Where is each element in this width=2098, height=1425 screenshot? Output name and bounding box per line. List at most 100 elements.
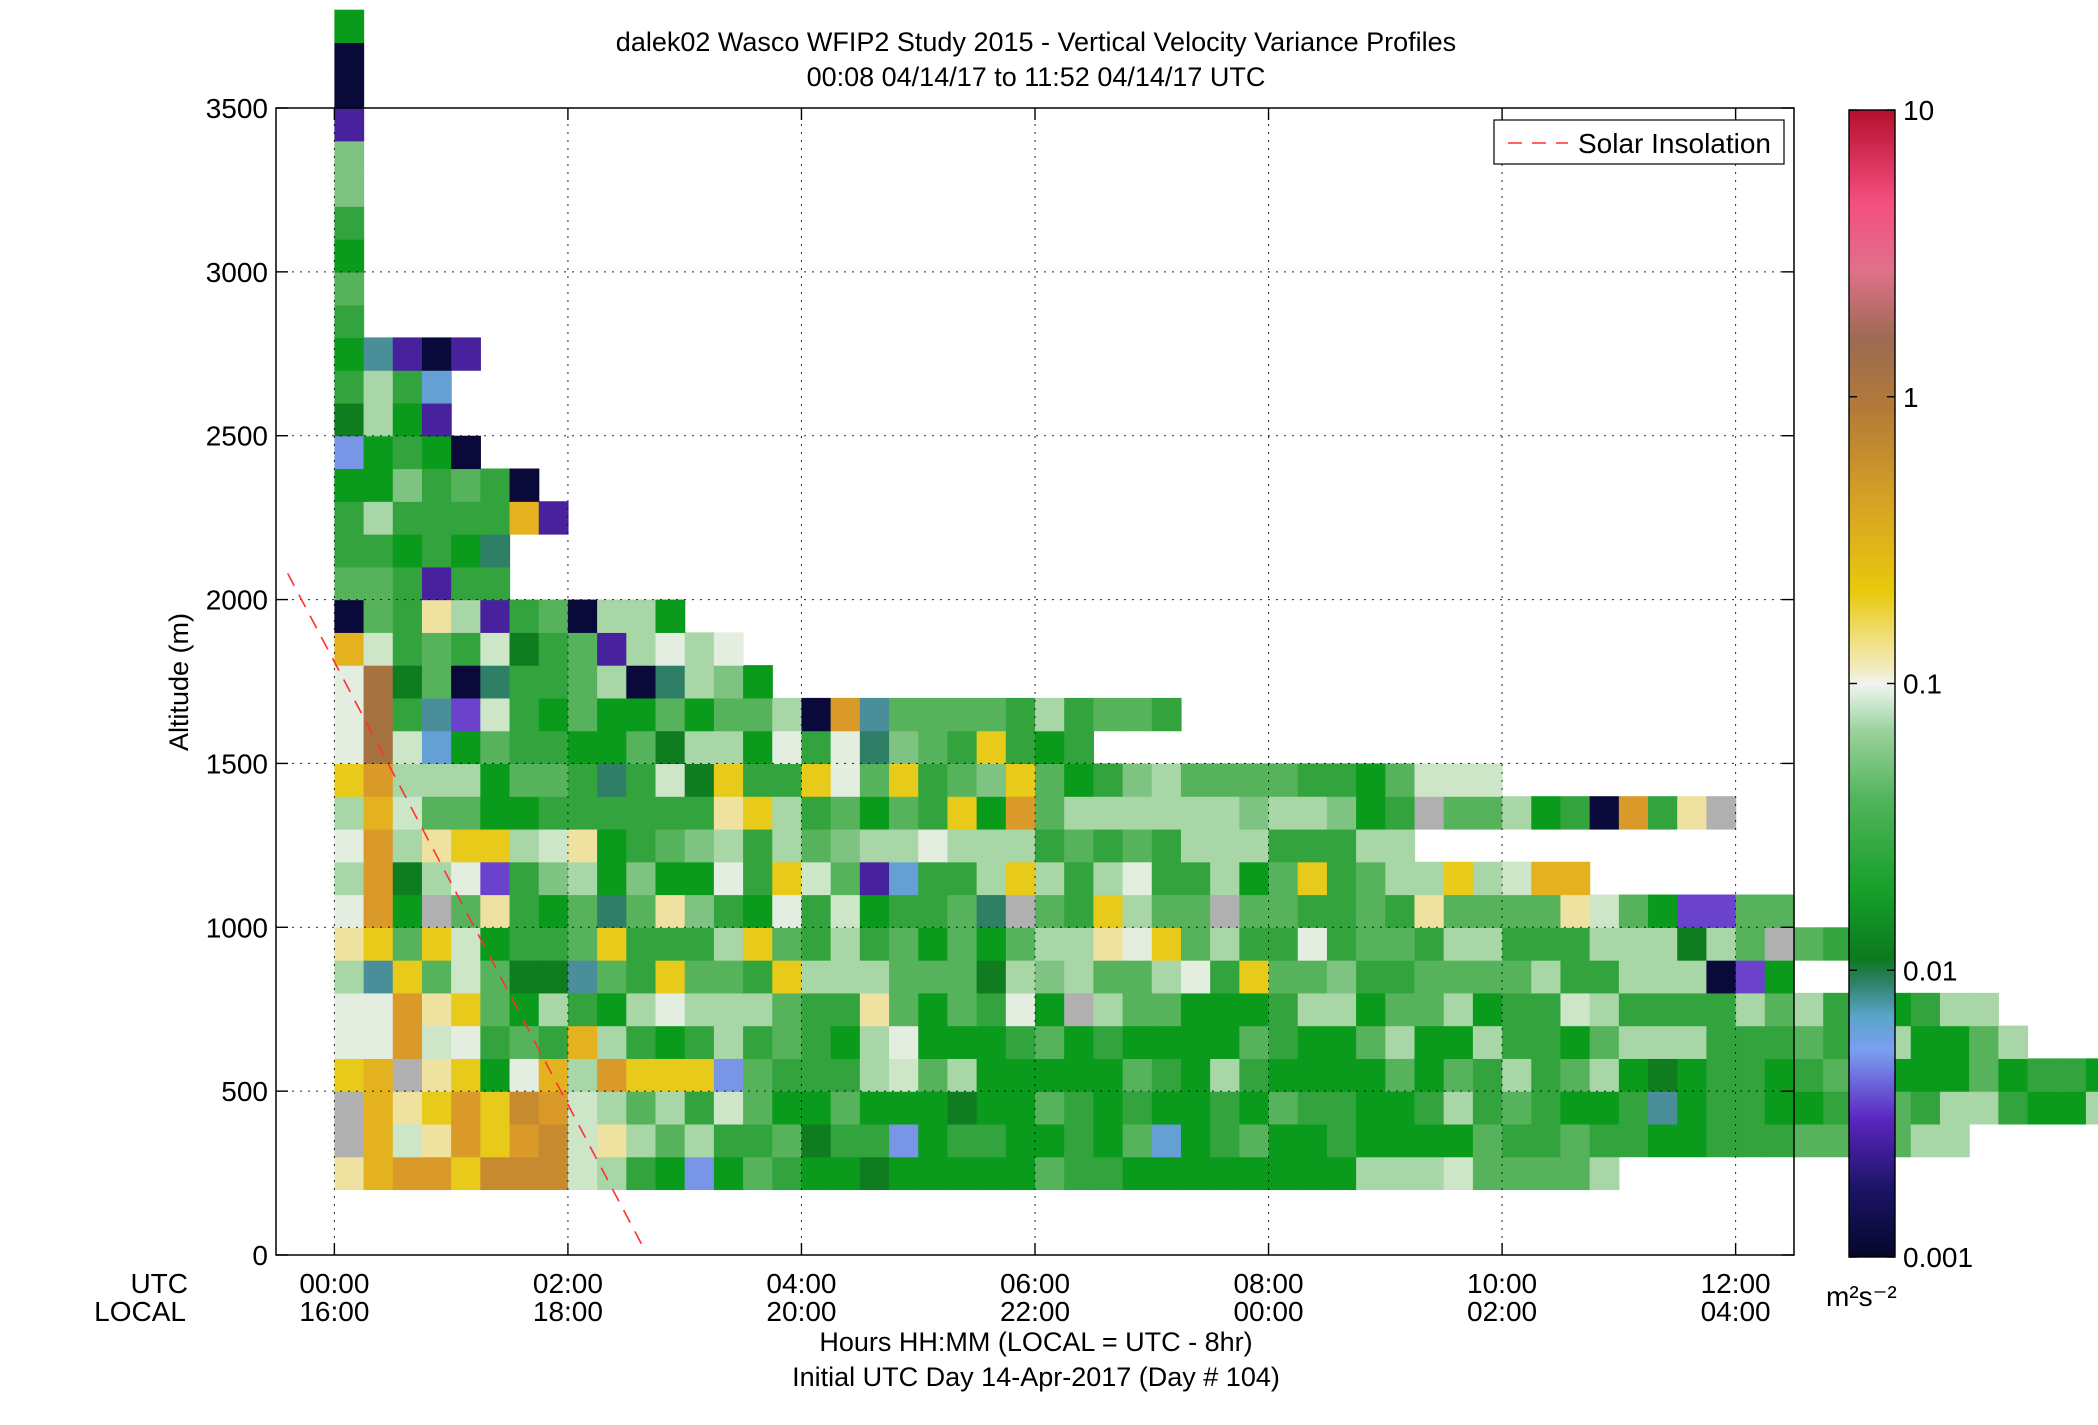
x-axis-label: Hours HH:MM (LOCAL = UTC - 8hr): [819, 1327, 1252, 1357]
variance-cell: [1939, 992, 1970, 1027]
variance-cell: [626, 1091, 657, 1125]
variance-cell: [480, 730, 511, 765]
variance-cell: [1210, 960, 1240, 994]
variance-cell: [1210, 1025, 1240, 1059]
variance-cell: [772, 1123, 803, 1158]
variance-cell: [772, 763, 803, 797]
variance-cell: [1706, 927, 1737, 961]
variance-cell: [538, 796, 569, 830]
variance-cell: [889, 1156, 919, 1191]
variance-cell: [1531, 1156, 1562, 1191]
variance-cell: [1531, 1091, 1562, 1125]
variance-cell: [421, 927, 452, 961]
variance-cell: [1239, 992, 1270, 1027]
variance-cell: [451, 763, 481, 797]
variance-cell: [509, 927, 540, 961]
variance-cell: [2085, 1091, 2098, 1125]
variance-cell: [1735, 894, 1766, 928]
variance-cell: [567, 828, 598, 863]
variance-cell: [743, 927, 773, 961]
variance-cell: [947, 1025, 978, 1059]
variance-cell: [1297, 992, 1328, 1027]
variance-cell: [509, 632, 540, 666]
variance-cell: [1093, 828, 1124, 863]
colorbar-units: m²s⁻²: [1826, 1281, 1897, 1312]
x-tick-label-utc: 06:00: [1000, 1268, 1070, 1299]
variance-cell: [334, 239, 365, 273]
variance-cell: [480, 763, 511, 797]
variance-cell: [1589, 1156, 1620, 1191]
variance-cell: [772, 1025, 803, 1059]
variance-cell: [1180, 992, 1211, 1027]
variance-cell: [1764, 992, 1795, 1027]
variance-cell: [538, 763, 569, 797]
variance-cell: [1005, 763, 1036, 797]
x-tick-label-utc: 10:00: [1467, 1268, 1537, 1299]
variance-cell: [480, 599, 511, 633]
variance-cell: [830, 697, 861, 732]
variance-cell: [1502, 927, 1532, 961]
variance-cell: [1998, 1025, 2029, 1059]
variance-cell: [392, 1025, 423, 1059]
variance-cell: [597, 1091, 627, 1125]
variance-cell: [1677, 1025, 1708, 1059]
variance-cell: [334, 402, 365, 437]
colorbar-tick-label: 0.001: [1903, 1242, 1973, 1273]
variance-cell: [918, 796, 949, 830]
variance-cell: [1035, 1058, 1065, 1092]
variance-cell: [1443, 927, 1474, 961]
variance-cell: [772, 796, 803, 830]
variance-cell: [363, 1156, 394, 1191]
variance-cell: [684, 894, 715, 928]
variance-cell: [1677, 927, 1708, 961]
variance-cell: [1297, 1123, 1328, 1158]
variance-cell: [451, 1123, 481, 1158]
variance-cell: [1064, 796, 1094, 830]
legend-label-solar: Solar Insolation: [1578, 128, 1771, 159]
variance-cell: [1035, 763, 1065, 797]
variance-cell: [1443, 796, 1474, 830]
variance-cell: [713, 665, 744, 699]
variance-cell: [1239, 796, 1270, 830]
variance-cell: [334, 960, 365, 994]
variance-cell: [1035, 697, 1065, 732]
variance-cell: [363, 1123, 394, 1158]
variance-cell: [451, 796, 481, 830]
variance-cell: [918, 1156, 949, 1191]
variance-cell: [1443, 960, 1474, 994]
variance-cell: [392, 828, 423, 863]
variance-cell: [1122, 697, 1153, 732]
variance-cell: [1794, 992, 1824, 1027]
variance-cell: [1356, 894, 1386, 928]
variance-cell: [597, 632, 627, 666]
variance-cell: [655, 894, 686, 928]
variance-cell: [1180, 1156, 1211, 1191]
variance-cell: [421, 599, 452, 633]
variance-cell: [1268, 1123, 1299, 1158]
variance-cell: [451, 992, 481, 1027]
variance-cell: [421, 697, 452, 732]
variance-cell: [976, 1123, 1007, 1158]
colorbar-ticks: 10 1 0.1 0.01 0.001: [1849, 95, 1973, 1273]
variance-cell: [713, 697, 744, 732]
variance-cell: [1385, 763, 1416, 797]
variance-cell: [1356, 1123, 1386, 1158]
variance-cell: [1239, 1058, 1270, 1092]
variance-cell: [918, 1025, 949, 1059]
variance-cell: [1180, 927, 1211, 961]
variance-cell: [626, 894, 657, 928]
variance-cell: [538, 730, 569, 765]
variance-cell: [363, 370, 394, 404]
variance-cell: [363, 730, 394, 765]
variance-cell: [1122, 927, 1153, 961]
variance-cell: [743, 861, 773, 896]
variance-cell: [830, 992, 861, 1027]
variance-cell: [918, 960, 949, 994]
variance-cell: [801, 1091, 832, 1125]
variance-cell: [1326, 1091, 1357, 1125]
variance-cell: [1297, 927, 1328, 961]
variance-cell: [1589, 992, 1620, 1027]
variance-cell: [655, 697, 686, 732]
variance-cell: [713, 992, 744, 1027]
variance-cell: [1297, 1025, 1328, 1059]
